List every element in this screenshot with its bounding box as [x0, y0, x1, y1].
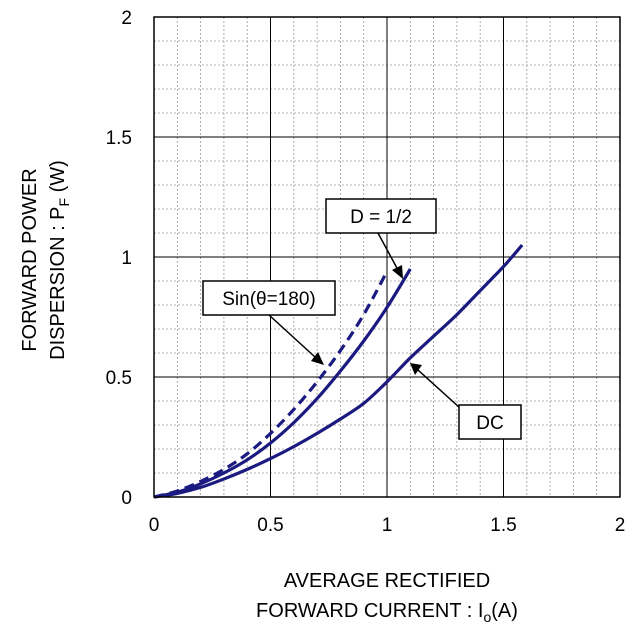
plot-frame	[153, 16, 621, 498]
series-line-0	[153, 268, 412, 499]
y-axis-title-main: DISPERSION : P	[47, 206, 69, 359]
x-tick-label: 1	[382, 515, 393, 536]
callout-sin-leader	[268, 314, 316, 358]
callout-d-half-leader	[377, 232, 399, 271]
x-axis-title-line1: AVERAGE RECTIFIED	[284, 570, 490, 592]
y-axis-title-subscript: F	[56, 198, 72, 207]
series-layer	[153, 243, 524, 499]
callout-sin-label: Sin(θ=180)	[222, 289, 315, 310]
x-axis-title-line2: FORWARD CURRENT : Io(A)	[256, 600, 518, 625]
callout-d-half-label: D = 1/2	[350, 207, 412, 228]
x-axis-title: AVERAGE RECTIFIED FORWARD CURRENT : Io(A…	[256, 570, 518, 625]
x-tick-label: 1.5	[490, 515, 516, 536]
x-tick-label: 0.5	[257, 515, 283, 536]
callout-sin: Sin(θ=180)	[202, 280, 336, 365]
callout-sin-arrowhead	[311, 352, 324, 365]
y-axis-title-line1: FORWARD POWER	[19, 168, 41, 351]
callout-dc-box	[458, 404, 522, 440]
callout-d-half: D = 1/2	[325, 198, 437, 279]
y-tick-label: 1	[121, 248, 132, 269]
y-axis-title: FORWARD POWER DISPERSION : PF (W)	[19, 160, 72, 360]
callout-sin-box	[202, 280, 336, 316]
y-tick-label: 1.5	[106, 128, 132, 149]
x-tick-label: 2	[615, 515, 626, 536]
callout-d-half-arrowhead	[392, 265, 403, 279]
x-axis-title-unit: (A)	[491, 600, 518, 622]
callout-dc-leader	[417, 369, 461, 409]
y-tick-label: 0.5	[106, 368, 132, 389]
series-line-2	[153, 243, 524, 499]
y-tick-label: 0	[121, 488, 132, 509]
x-axis-title-main: FORWARD CURRENT : I	[256, 600, 483, 622]
series-line-1	[153, 270, 389, 499]
x-tick-label: 0	[149, 515, 160, 536]
x-axis-title-subscript: o	[483, 609, 491, 625]
y-axis-title-line2: DISPERSION : PF (W)	[47, 160, 72, 360]
tick-labels: 0 0.5 1 1.5 2 0 0.5 1 1.5 2	[106, 8, 626, 536]
callout-d-half-box	[325, 198, 437, 234]
callout-dc-label: DC	[476, 413, 503, 434]
y-axis-title-unit: (W)	[47, 160, 69, 198]
callout-dc-arrowhead	[410, 363, 422, 375]
y-tick-label: 2	[121, 8, 132, 29]
callout-dc: DC	[410, 363, 522, 440]
